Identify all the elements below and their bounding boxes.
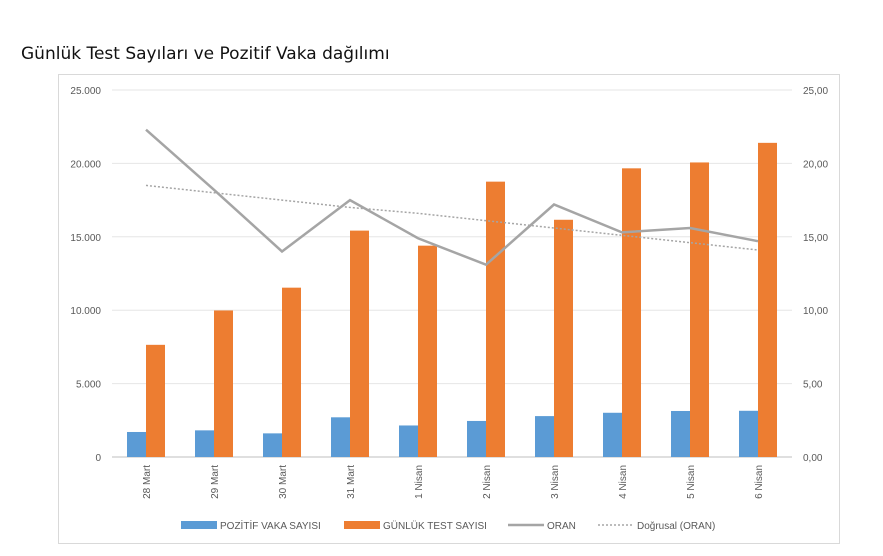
x-tick-label: 29 Mart: [210, 465, 221, 499]
bar-gunluk-test: [486, 181, 505, 457]
legend-swatch: [344, 521, 380, 529]
y-left-tick-label: 0: [95, 453, 101, 464]
bar-gunluk-test: [282, 287, 301, 457]
bar-pozitif-vaka: [603, 412, 622, 457]
x-tick-label: 28 Mart: [142, 465, 153, 499]
bar-pozitif-vaka: [263, 433, 282, 457]
x-tick-label: 6 Nisan: [754, 465, 765, 499]
y-left-tick-label: 10.000: [70, 306, 101, 317]
x-tick-label: 3 Nisan: [550, 465, 561, 499]
bar-gunluk-test: [690, 162, 709, 457]
x-tick-label: 2 Nisan: [482, 465, 493, 499]
y-right-tick-label: 10,00: [803, 306, 828, 317]
legend-label: ORAN: [547, 521, 576, 532]
oran-line: [145, 128, 759, 267]
y-right-tick-label: 0,00: [803, 453, 823, 464]
bar-pozitif-vaka: [467, 420, 486, 457]
bar-gunluk-test: [214, 310, 233, 457]
x-tick-label: 5 Nisan: [686, 465, 697, 499]
bar-gunluk-test: [146, 344, 165, 457]
y-left-tick-label: 5.000: [76, 380, 101, 391]
x-tick-label: 4 Nisan: [618, 465, 629, 499]
x-tick-label: 30 Mart: [278, 465, 289, 499]
bar-gunluk-test: [622, 168, 641, 458]
y-left-tick-label: 15.000: [70, 233, 101, 244]
bar-pozitif-vaka: [399, 425, 418, 457]
chart-frame: [58, 74, 840, 544]
bar-pozitif-vaka: [739, 410, 758, 457]
bar-gunluk-test: [758, 142, 777, 457]
legend-label: POZİTİF VAKA SAYISI: [220, 519, 321, 532]
bar-pozitif-vaka: [671, 410, 690, 457]
bar-gunluk-test: [418, 245, 437, 457]
y-left-tick-label: 20.000: [70, 159, 101, 170]
bar-pozitif-vaka: [195, 430, 214, 457]
y-left-tick-label: 25.000: [70, 86, 101, 97]
page-title: Günlük Test Sayıları ve Pozitif Vaka dağ…: [21, 44, 390, 64]
y-right-tick-label: 25,00: [803, 86, 828, 97]
legend-label: Doğrusal (ORAN): [637, 521, 715, 532]
bar-pozitif-vaka: [331, 417, 350, 457]
y-right-tick-label: 5,00: [803, 380, 823, 391]
legend-swatch: [181, 521, 217, 529]
x-tick-label: 1 Nisan: [414, 465, 425, 499]
bar-gunluk-test: [350, 230, 369, 457]
x-tick-label: 31 Mart: [346, 465, 357, 499]
trend-line: [145, 184, 759, 251]
y-right-tick-label: 20,00: [803, 159, 828, 170]
bar-pozitif-vaka: [535, 416, 554, 457]
bar-gunluk-test: [554, 219, 573, 457]
legend-label: GÜNLÜK TEST SAYISI: [383, 520, 487, 532]
bar-pozitif-vaka: [127, 431, 146, 457]
y-right-tick-label: 15,00: [803, 233, 828, 244]
